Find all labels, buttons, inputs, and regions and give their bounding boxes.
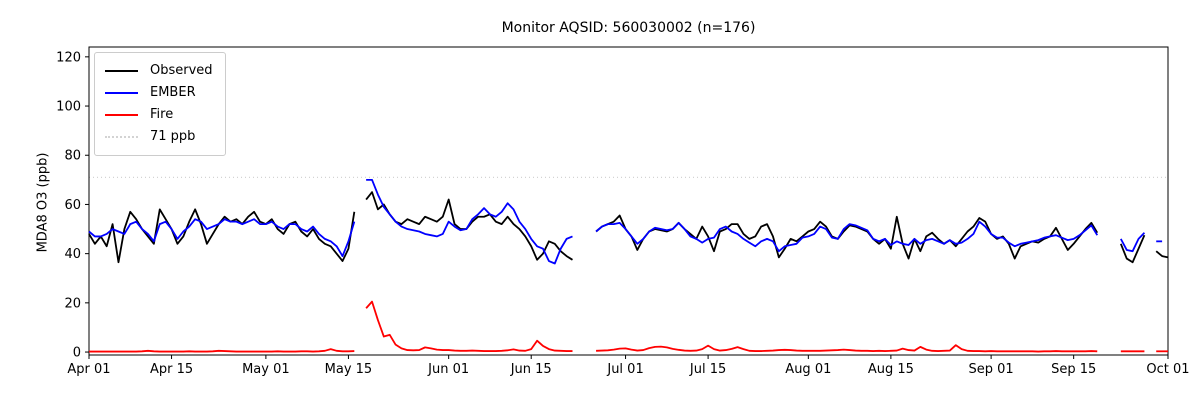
y-tick-label: 20 [64,296,81,311]
series-line-fire [596,344,1098,353]
y-axis-label: MDA8 O3 (ppb) [35,152,51,253]
legend-label-ember: EMBER [150,85,196,100]
series-line-observed [365,191,573,261]
legend-label-observed: Observed [150,63,213,78]
legend-item-threshold: 71 ppb [105,126,213,148]
series-line-ember [1120,232,1146,253]
series-line-observed [1119,234,1146,264]
axes-box [88,46,1169,356]
fire-line-icon [105,114,138,116]
legend: Observed EMBER Fire 71 ppb [94,52,226,156]
legend-label-threshold: 71 ppb [150,129,196,144]
legend-item-fire: Fire [105,104,213,126]
series-line-fire [365,300,573,352]
y-tick-label: 40 [64,247,81,262]
x-tick-label: May 15 [325,362,373,377]
chart-title: Monitor AQSID: 560030002 (n=176) [501,20,756,36]
series-line-fire [89,348,355,353]
x-tick-label: Jun 01 [427,362,469,377]
x-tick-label: Jul 15 [689,362,726,377]
observed-line-icon [105,70,138,72]
series-line-ember [88,218,356,258]
ember-line-icon [105,92,138,94]
x-tick-label: Aug 15 [868,362,914,377]
x-tick-label: Jul 01 [606,362,643,377]
x-tick-label: Sep 01 [969,362,1014,377]
legend-label-fire: Fire [150,107,174,122]
series-line-observed [88,208,356,264]
y-tick-label: 100 [56,100,81,115]
y-tick-label: 120 [56,50,81,65]
series-line-ember [595,220,1099,253]
x-tick-label: Apr 15 [150,362,193,377]
x-tick-label: Oct 01 [1146,362,1189,377]
x-tick-label: May 01 [242,362,290,377]
y-tick-label: 80 [64,149,81,164]
series-line-observed [595,214,1099,260]
threshold-line-icon [105,136,138,138]
y-tick-label: 0 [73,346,81,361]
x-tick-label: Jun 15 [510,362,552,377]
legend-item-ember: EMBER [105,82,213,104]
x-tick-label: Sep 15 [1051,362,1096,377]
legend-item-observed: Observed [105,60,213,82]
series-line-ember [366,178,573,265]
y-tick-label: 60 [64,198,81,213]
x-tick-label: Apr 01 [67,362,110,377]
series-line-observed [1155,250,1169,259]
x-tick-label: Aug 01 [785,362,831,377]
